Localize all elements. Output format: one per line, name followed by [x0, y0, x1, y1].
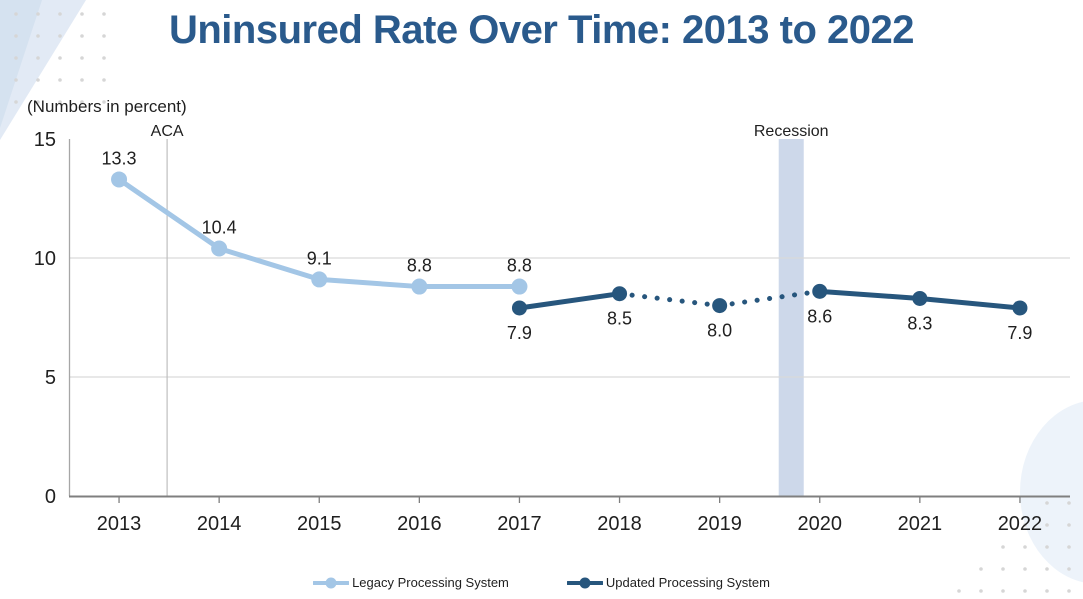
decor-dot [1045, 545, 1049, 549]
decor-dot [1067, 523, 1071, 527]
legacy-data-label: 13.3 [102, 148, 137, 168]
updated-data-label: 7.9 [1007, 323, 1032, 343]
decor-dot [957, 589, 961, 593]
decor-dot [14, 34, 18, 38]
y-axis-label: 10 [34, 248, 56, 270]
decor-dot [80, 56, 84, 60]
x-axis-label: 2015 [297, 513, 342, 535]
x-axis-label: 2019 [697, 513, 742, 535]
decor-dot [14, 78, 18, 82]
decor-dot [14, 56, 18, 60]
decor-dot [1045, 589, 1049, 593]
decor-dot [36, 34, 40, 38]
updated-data-point [712, 298, 728, 314]
decor-dot [14, 12, 18, 16]
legend-item-updated: Updated Processing System [566, 575, 770, 590]
updated-series-line-solid [516, 291, 623, 311]
updated-data-point [511, 300, 527, 316]
legacy-data-point [311, 271, 328, 288]
decor-dot [979, 589, 983, 593]
legacy-data-label: 8.8 [407, 256, 432, 276]
updated-data-label: 7.9 [507, 323, 532, 343]
decor-dot [1001, 567, 1005, 571]
decor-corner-wedge-inner [0, 0, 42, 128]
x-axis-label: 2021 [898, 513, 943, 535]
updated-data-label: 8.0 [707, 321, 732, 341]
decor-dot [1045, 567, 1049, 571]
decor-corner-blob [1020, 401, 1083, 583]
decor-dot [58, 78, 62, 82]
aca-label: ACA [151, 123, 184, 140]
decor-dot [102, 34, 106, 38]
legend-label-legacy: Legacy Processing System [352, 575, 509, 590]
legacy-data-label: 10.4 [202, 217, 237, 237]
x-axis-label: 2022 [998, 513, 1043, 535]
updated-data-point [812, 283, 828, 299]
decor-dot [1023, 589, 1027, 593]
x-axis-label: 2016 [397, 513, 442, 535]
recession-label: Recession [754, 123, 829, 140]
units-note: (Numbers in percent) [27, 97, 187, 116]
decor-dot [36, 78, 40, 82]
decor-dot [979, 567, 983, 571]
decor-dot [36, 12, 40, 16]
legacy-series-swatch-icon [313, 577, 350, 588]
updated-series-swatch-icon [566, 577, 603, 588]
updated-data-point [912, 290, 928, 306]
legacy-data-point [211, 240, 228, 257]
decor-dot [1045, 523, 1049, 527]
decor-dot [80, 78, 84, 82]
decor-dot [58, 12, 62, 16]
decor-dot [1067, 545, 1071, 549]
decor-dot [1067, 567, 1071, 571]
decor-dot [1023, 567, 1027, 571]
updated-data-label: 8.5 [607, 309, 632, 329]
decor-dot [1067, 501, 1071, 505]
decor-dot [58, 34, 62, 38]
decor-dot [14, 100, 18, 104]
x-axis-label: 2017 [497, 513, 542, 535]
decor-dot [80, 12, 84, 16]
y-axis-label: 0 [45, 486, 56, 508]
decor-dot [58, 100, 62, 104]
legend-item-legacy: Legacy Processing System [313, 575, 509, 590]
legacy-data-label: 9.1 [307, 248, 332, 268]
legacy-data-point [411, 278, 428, 295]
legacy-data-label: 8.8 [507, 256, 532, 276]
decor-dot [1001, 589, 1005, 593]
decor-dot [102, 78, 106, 82]
legacy-data-point [511, 278, 528, 295]
decor-dot [1023, 523, 1027, 527]
x-axis-label: 2020 [798, 513, 843, 535]
decor-dot [102, 12, 106, 16]
updated-data-point [612, 286, 628, 302]
chart-title: Uninsured Rate Over Time: 2013 to 2022 [168, 8, 915, 52]
decor-dot [80, 34, 84, 38]
updated-data-point [1012, 300, 1028, 316]
decor-dot [1001, 545, 1005, 549]
chart-legend: Legacy Processing System Updated Process… [0, 575, 1083, 590]
decor-dot [58, 56, 62, 60]
legacy-series-line-solid [116, 176, 522, 290]
decor-dot [80, 100, 84, 104]
decor-dot [1023, 545, 1027, 549]
x-axis-label: 2018 [597, 513, 642, 535]
decor-dot [1045, 501, 1049, 505]
decor-dot [1067, 589, 1071, 593]
decor-dot [36, 56, 40, 60]
legacy-data-point [111, 171, 128, 188]
x-axis-label: 2013 [97, 513, 142, 535]
decor-dot [102, 56, 106, 60]
recession-band [778, 139, 804, 496]
decor-dot [102, 100, 106, 104]
legend-label-updated: Updated Processing System [605, 575, 770, 590]
updated-data-label: 8.3 [907, 313, 932, 333]
y-axis-label: 15 [34, 129, 56, 151]
y-axis-label: 5 [45, 367, 56, 389]
x-axis-label: 2014 [197, 513, 242, 535]
decor-dot [36, 100, 40, 104]
updated-data-label: 8.6 [807, 306, 832, 326]
